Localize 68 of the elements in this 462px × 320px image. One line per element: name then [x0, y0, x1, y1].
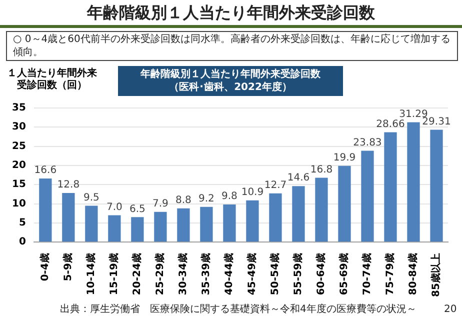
bar: [223, 204, 236, 242]
x-tick-label: 35-39歳: [200, 253, 212, 296]
x-tick-label: 80-84歳: [407, 253, 420, 296]
x-tick-label: 15-19歳: [108, 253, 120, 296]
data-label: 19.9: [333, 152, 356, 164]
bar: [361, 150, 374, 242]
y-tick-label: 0: [18, 236, 26, 248]
data-label: 16.8: [310, 164, 333, 176]
y-tick-label: 20: [12, 160, 26, 172]
text: 20: [444, 304, 457, 315]
y-tick-label: 15: [12, 179, 26, 190]
source-note: 出典：厚生労働省 医療保険に関する基礎資料～令和4年度の医療費等の状況～: [60, 302, 416, 316]
bar: [62, 193, 75, 242]
bar: [177, 208, 190, 242]
data-label: 12.8: [57, 180, 80, 191]
x-tick-label: 25-29歳: [154, 253, 166, 296]
chart-subtitle: （医科･歯科、2022年度）: [168, 81, 293, 94]
x-tick-label: 45-49歳: [246, 253, 258, 296]
y-tick-label: 35: [12, 102, 26, 114]
x-tick-label: 50-54歳: [269, 253, 282, 296]
bar: [246, 200, 259, 242]
data-label: 9.8: [222, 191, 238, 202]
x-tick-label: 60-64歳: [315, 253, 328, 296]
data-label: 6.5: [129, 204, 146, 215]
data-label: 28.66: [376, 118, 405, 130]
x-tick-label: 70-74歳: [361, 253, 374, 296]
data-label: 29.31: [422, 116, 451, 128]
y-tick-label: 5: [18, 218, 26, 229]
data-label: 23.83: [353, 137, 382, 148]
x-tick-label: 40-44歳: [223, 253, 236, 296]
y-tick-label: 25: [12, 140, 26, 152]
bar: [85, 206, 98, 242]
text: ○ 0～4歳と60代前半の外来受診回数は同水準。高齢者の外来受診回数は、年齢に応じて増加する傾向。: [6, 31, 458, 61]
data-label: 9.5: [83, 192, 100, 204]
x-tick-label: 65-69歳: [338, 253, 350, 296]
bar: [131, 217, 144, 242]
text: 年齢階級別１人当たり年間外来受診回数: [86, 3, 376, 24]
data-label: 7.9: [152, 198, 168, 210]
x-tick-label: 10-14歳: [85, 253, 98, 296]
bar: [292, 186, 305, 242]
bar: [384, 132, 397, 242]
bar: [200, 206, 213, 242]
data-label: 8.8: [175, 194, 192, 206]
bar: [338, 166, 351, 242]
data-label: 12.7: [264, 180, 287, 192]
bar: [39, 178, 52, 242]
y-tick-label: 10: [12, 198, 26, 210]
bar: [430, 130, 443, 242]
bar: [154, 212, 167, 242]
x-tick-label: 85歳以上: [430, 253, 442, 298]
x-tick-label: 55-59歳: [292, 253, 304, 296]
x-tick-label: 75-79歳: [384, 253, 396, 296]
data-label: 10.9: [241, 186, 264, 198]
bar: [315, 178, 328, 242]
x-tick-label: 0-4歳: [39, 253, 52, 282]
bar: [269, 193, 282, 242]
x-tick-label: 20-24歳: [131, 253, 144, 296]
y-axis-title: １人当たり年間外来受診回数（回）: [6, 68, 98, 92]
bar: [407, 122, 420, 242]
data-label: 14.6: [287, 172, 310, 184]
data-label: 7.0: [106, 202, 122, 213]
chart-title: 年齢階級別１人当たり年間外来受診回数: [139, 68, 322, 81]
bar: [108, 215, 121, 242]
x-tick-label: 5-9歳: [62, 253, 74, 282]
data-label: 9.2: [198, 193, 214, 204]
x-tick-label: 30-34歳: [177, 253, 190, 296]
data-label: 16.6: [34, 165, 57, 176]
y-tick-label: 30: [12, 122, 26, 133]
